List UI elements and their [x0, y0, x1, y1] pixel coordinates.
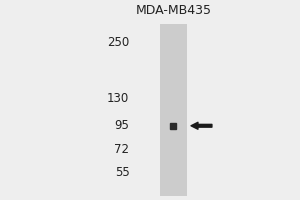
Text: 130: 130 — [107, 92, 129, 105]
Text: 95: 95 — [115, 119, 129, 132]
Text: MDA-MB435: MDA-MB435 — [136, 4, 211, 17]
Text: 72: 72 — [114, 143, 129, 156]
Text: 55: 55 — [115, 166, 129, 179]
Text: 250: 250 — [107, 36, 129, 49]
Bar — [160, 24, 187, 196]
